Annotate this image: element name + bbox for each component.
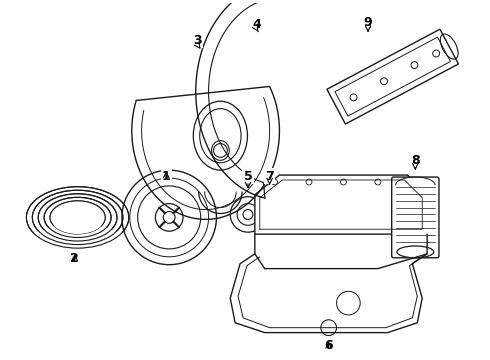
Text: 1: 1: [162, 170, 171, 183]
Text: 9: 9: [364, 16, 372, 29]
Text: 2: 2: [70, 252, 79, 265]
Polygon shape: [255, 175, 427, 234]
Text: 3: 3: [194, 34, 202, 47]
Text: 4: 4: [252, 18, 261, 31]
Text: 5: 5: [244, 170, 252, 183]
Polygon shape: [327, 29, 459, 124]
Text: 7: 7: [265, 170, 274, 183]
Text: 8: 8: [411, 154, 419, 167]
FancyBboxPatch shape: [392, 177, 439, 258]
Text: 6: 6: [324, 339, 333, 352]
Ellipse shape: [50, 201, 105, 234]
